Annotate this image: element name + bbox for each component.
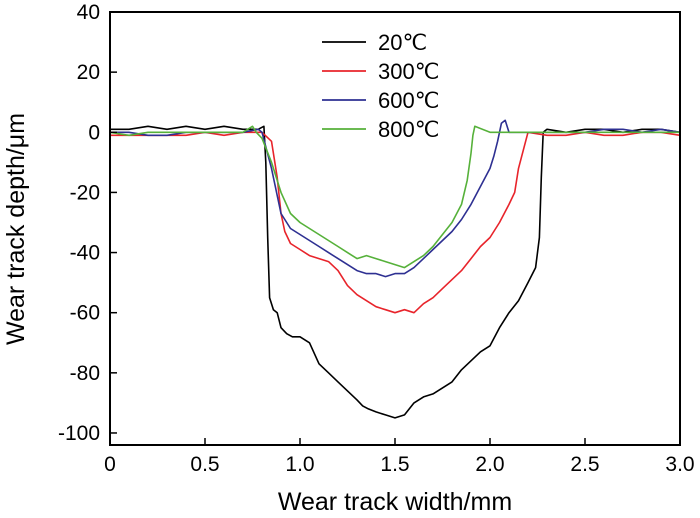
series-layer [109, 119, 681, 419]
legend-label-2: 300℃ [378, 59, 439, 84]
y-tick-label: 40 [77, 1, 100, 24]
x-tick-label: 0 [104, 453, 116, 476]
x-tick-label: 2.5 [570, 453, 599, 476]
y-axis-ticks: 40 20 0 -20 -40 -60 -80 -100 [58, 1, 117, 445]
legend-label-3: 600℃ [378, 88, 439, 113]
y-tick-label: 0 [88, 121, 100, 144]
x-axis-title: Wear track width/mm [278, 488, 512, 516]
x-tick-label: 1.0 [285, 453, 314, 476]
y-tick-label: -80 [70, 362, 100, 385]
legend-label-1: 20℃ [378, 30, 427, 55]
series-line-1 [110, 125, 681, 419]
x-tick-label: 0.5 [190, 453, 219, 476]
x-axis-ticks: 0 0.5 1.0 1.5 2.0 2.5 3.0 [104, 438, 695, 476]
y-tick-label: -40 [70, 242, 100, 265]
y-tick-label: -100 [58, 422, 100, 445]
x-tick-label: 1.5 [380, 453, 409, 476]
y-axis-title: Wear track depth/μm [2, 113, 30, 345]
legend-label-4: 800℃ [378, 117, 439, 142]
x-tick-label: 3.0 [665, 453, 694, 476]
plot-area [110, 12, 680, 445]
legend: 20℃ 300℃ 600℃ 800℃ [322, 30, 439, 142]
x-tick-label: 2.0 [475, 453, 504, 476]
y-tick-label: -20 [70, 181, 100, 204]
y-tick-label: 20 [77, 61, 100, 84]
y-tick-label: -60 [70, 302, 100, 325]
series-line-4 [109, 125, 680, 269]
